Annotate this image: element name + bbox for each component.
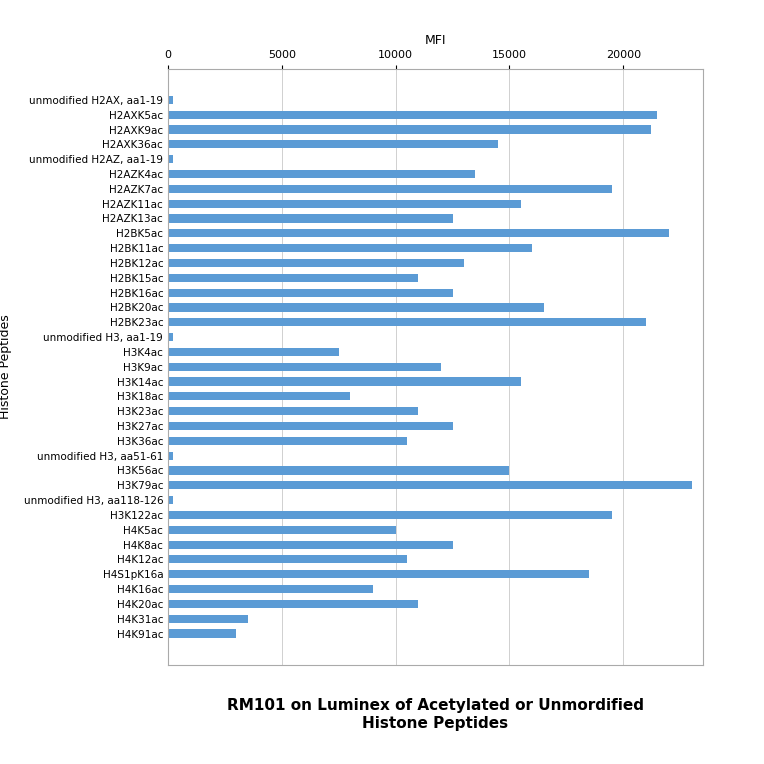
- Bar: [168, 407, 419, 416]
- Bar: [168, 600, 419, 608]
- Bar: [168, 437, 407, 445]
- Bar: [168, 199, 521, 208]
- Bar: [168, 274, 419, 282]
- Bar: [168, 452, 173, 460]
- Bar: [168, 333, 173, 342]
- Bar: [168, 215, 452, 222]
- Bar: [168, 466, 510, 474]
- Bar: [168, 229, 668, 238]
- Bar: [168, 185, 612, 193]
- Bar: [168, 259, 464, 267]
- Bar: [168, 540, 452, 549]
- Bar: [168, 111, 657, 119]
- Bar: [168, 244, 533, 252]
- Bar: [168, 526, 396, 534]
- Bar: [168, 348, 338, 356]
- Bar: [168, 377, 521, 386]
- Bar: [168, 125, 650, 134]
- Bar: [168, 511, 612, 519]
- X-axis label: MFI: MFI: [425, 34, 446, 47]
- Bar: [168, 496, 173, 504]
- Bar: [168, 96, 173, 104]
- Text: RM101 on Luminex of Acetylated or Unmordified
Histone Peptides: RM101 on Luminex of Acetylated or Unmord…: [227, 698, 644, 730]
- Bar: [168, 141, 498, 148]
- Y-axis label: Histone Peptides: Histone Peptides: [0, 314, 12, 419]
- Bar: [168, 318, 646, 326]
- Bar: [168, 630, 236, 638]
- Bar: [168, 570, 589, 578]
- Bar: [168, 289, 452, 296]
- Bar: [168, 303, 543, 312]
- Bar: [168, 363, 441, 371]
- Bar: [168, 481, 691, 490]
- Bar: [168, 155, 173, 163]
- Bar: [168, 170, 475, 178]
- Bar: [168, 555, 407, 564]
- Bar: [168, 392, 350, 400]
- Bar: [168, 614, 248, 623]
- Bar: [168, 585, 373, 593]
- Bar: [168, 422, 452, 430]
